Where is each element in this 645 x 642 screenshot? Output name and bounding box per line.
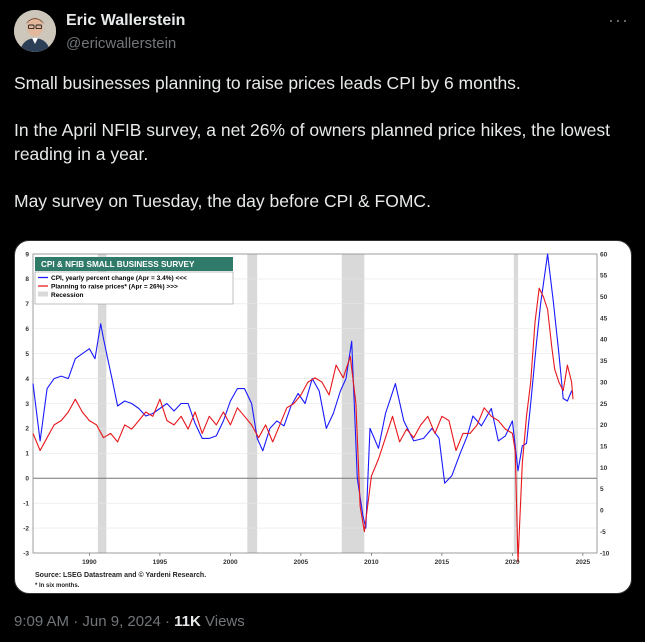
x-tick-label: 2005 xyxy=(294,559,309,566)
y-left-tick-label: 2 xyxy=(25,426,29,433)
y-left-tick-label: 1 xyxy=(25,451,29,458)
legend-entry: Recession xyxy=(51,292,84,299)
y-left-tick-label: 0 xyxy=(25,476,29,483)
y-right-tick-label: 30 xyxy=(600,379,608,386)
tweet-time[interactable]: 9:09 AM xyxy=(14,613,70,630)
tweet-text: Small businesses planning to raise price… xyxy=(14,72,629,213)
legend-swatch xyxy=(38,291,48,297)
plot-area xyxy=(32,253,598,554)
chart-title-box xyxy=(35,257,233,271)
y-left-tick-label: -2 xyxy=(23,525,29,532)
tweet-paragraph: May survey on Tuesday, the day before CP… xyxy=(14,190,431,211)
y-right-tick-label: 0 xyxy=(600,508,604,515)
x-tick-label: 2000 xyxy=(223,559,238,566)
x-tick-label: 1990 xyxy=(82,559,97,566)
y-right-tick-label: 15 xyxy=(600,444,608,451)
chart-source: Source: LSEG Datastream and © Yardeni Re… xyxy=(35,571,206,579)
chart-footnote: * In six months. xyxy=(35,583,80,589)
views-count: 11K xyxy=(174,613,201,630)
y-right-tick-label: 60 xyxy=(600,251,608,258)
y-left-tick-label: 9 xyxy=(25,251,29,258)
y-left-tick-label: 4 xyxy=(25,376,29,383)
avatar[interactable] xyxy=(14,10,56,52)
x-tick-label: 2025 xyxy=(576,559,591,566)
y-right-tick-label: -10 xyxy=(600,550,610,557)
x-tick-label: 1995 xyxy=(153,559,168,566)
author-name[interactable]: Eric Wallerstein xyxy=(66,12,186,29)
x-tick-label: 2010 xyxy=(364,559,379,566)
series-line xyxy=(32,253,574,529)
views-label: Views xyxy=(205,613,245,630)
y-right-tick-label: 45 xyxy=(600,315,608,322)
legend-entry: Planning to raise prices* (Apr = 26%) >>… xyxy=(51,284,178,291)
y-right-tick-label: 40 xyxy=(600,337,608,344)
tweet-footer: 9:09 AM · Jun 9, 2024 · 11K Views xyxy=(14,613,245,630)
y-left-tick-label: -3 xyxy=(23,550,29,557)
y-right-tick-label: 55 xyxy=(600,273,608,280)
y-right-tick-label: -5 xyxy=(600,529,606,536)
y-right-tick-label: 35 xyxy=(600,358,608,365)
series-line xyxy=(32,287,574,563)
tweet-paragraph: In the April NFIB survey, a net 26% of o… xyxy=(14,120,610,164)
tweet-paragraph: Small businesses planning to raise price… xyxy=(14,73,521,93)
y-left-tick-label: 5 xyxy=(25,351,29,358)
y-right-tick-label: 25 xyxy=(600,401,608,408)
y-left-tick-label: -1 xyxy=(23,500,29,507)
chart-svg: -3-2-10123456789-10-50510152025303540455… xyxy=(23,251,610,589)
y-left-tick-label: 7 xyxy=(25,301,29,308)
separator-dot: · xyxy=(73,613,83,630)
author-handle[interactable]: @ericwallerstein xyxy=(66,35,177,52)
tweet-date[interactable]: Jun 9, 2024 xyxy=(82,613,161,630)
more-dots-icon[interactable]: ··· xyxy=(608,10,629,30)
legend-box xyxy=(34,271,234,305)
x-tick-label: 2015 xyxy=(435,559,450,566)
y-right-tick-label: 5 xyxy=(600,486,604,493)
y-right-tick-label: 10 xyxy=(600,465,608,472)
y-left-tick-label: 8 xyxy=(25,276,29,283)
y-right-tick-label: 20 xyxy=(600,422,608,429)
chart-title: CPI & NFIB SMALL BUSINESS SURVEY xyxy=(41,260,195,269)
y-left-tick-label: 3 xyxy=(25,401,29,408)
separator-dot: · xyxy=(164,613,175,630)
y-left-tick-label: 6 xyxy=(25,326,29,333)
avatar-portrait-icon xyxy=(14,10,56,52)
legend-entry: CPI, yearly percent change (Apr = 3.4%) … xyxy=(51,275,187,282)
x-tick-label: 2020 xyxy=(505,559,520,566)
tweet-media-chart[interactable]: -3 -2 -1 0 1 2 3 4 5 6 7 8 9 -10 -5 0 5 10 15 20 25 30 35 40 45 5… xyxy=(14,240,632,594)
y-right-tick-label: 50 xyxy=(600,294,608,301)
